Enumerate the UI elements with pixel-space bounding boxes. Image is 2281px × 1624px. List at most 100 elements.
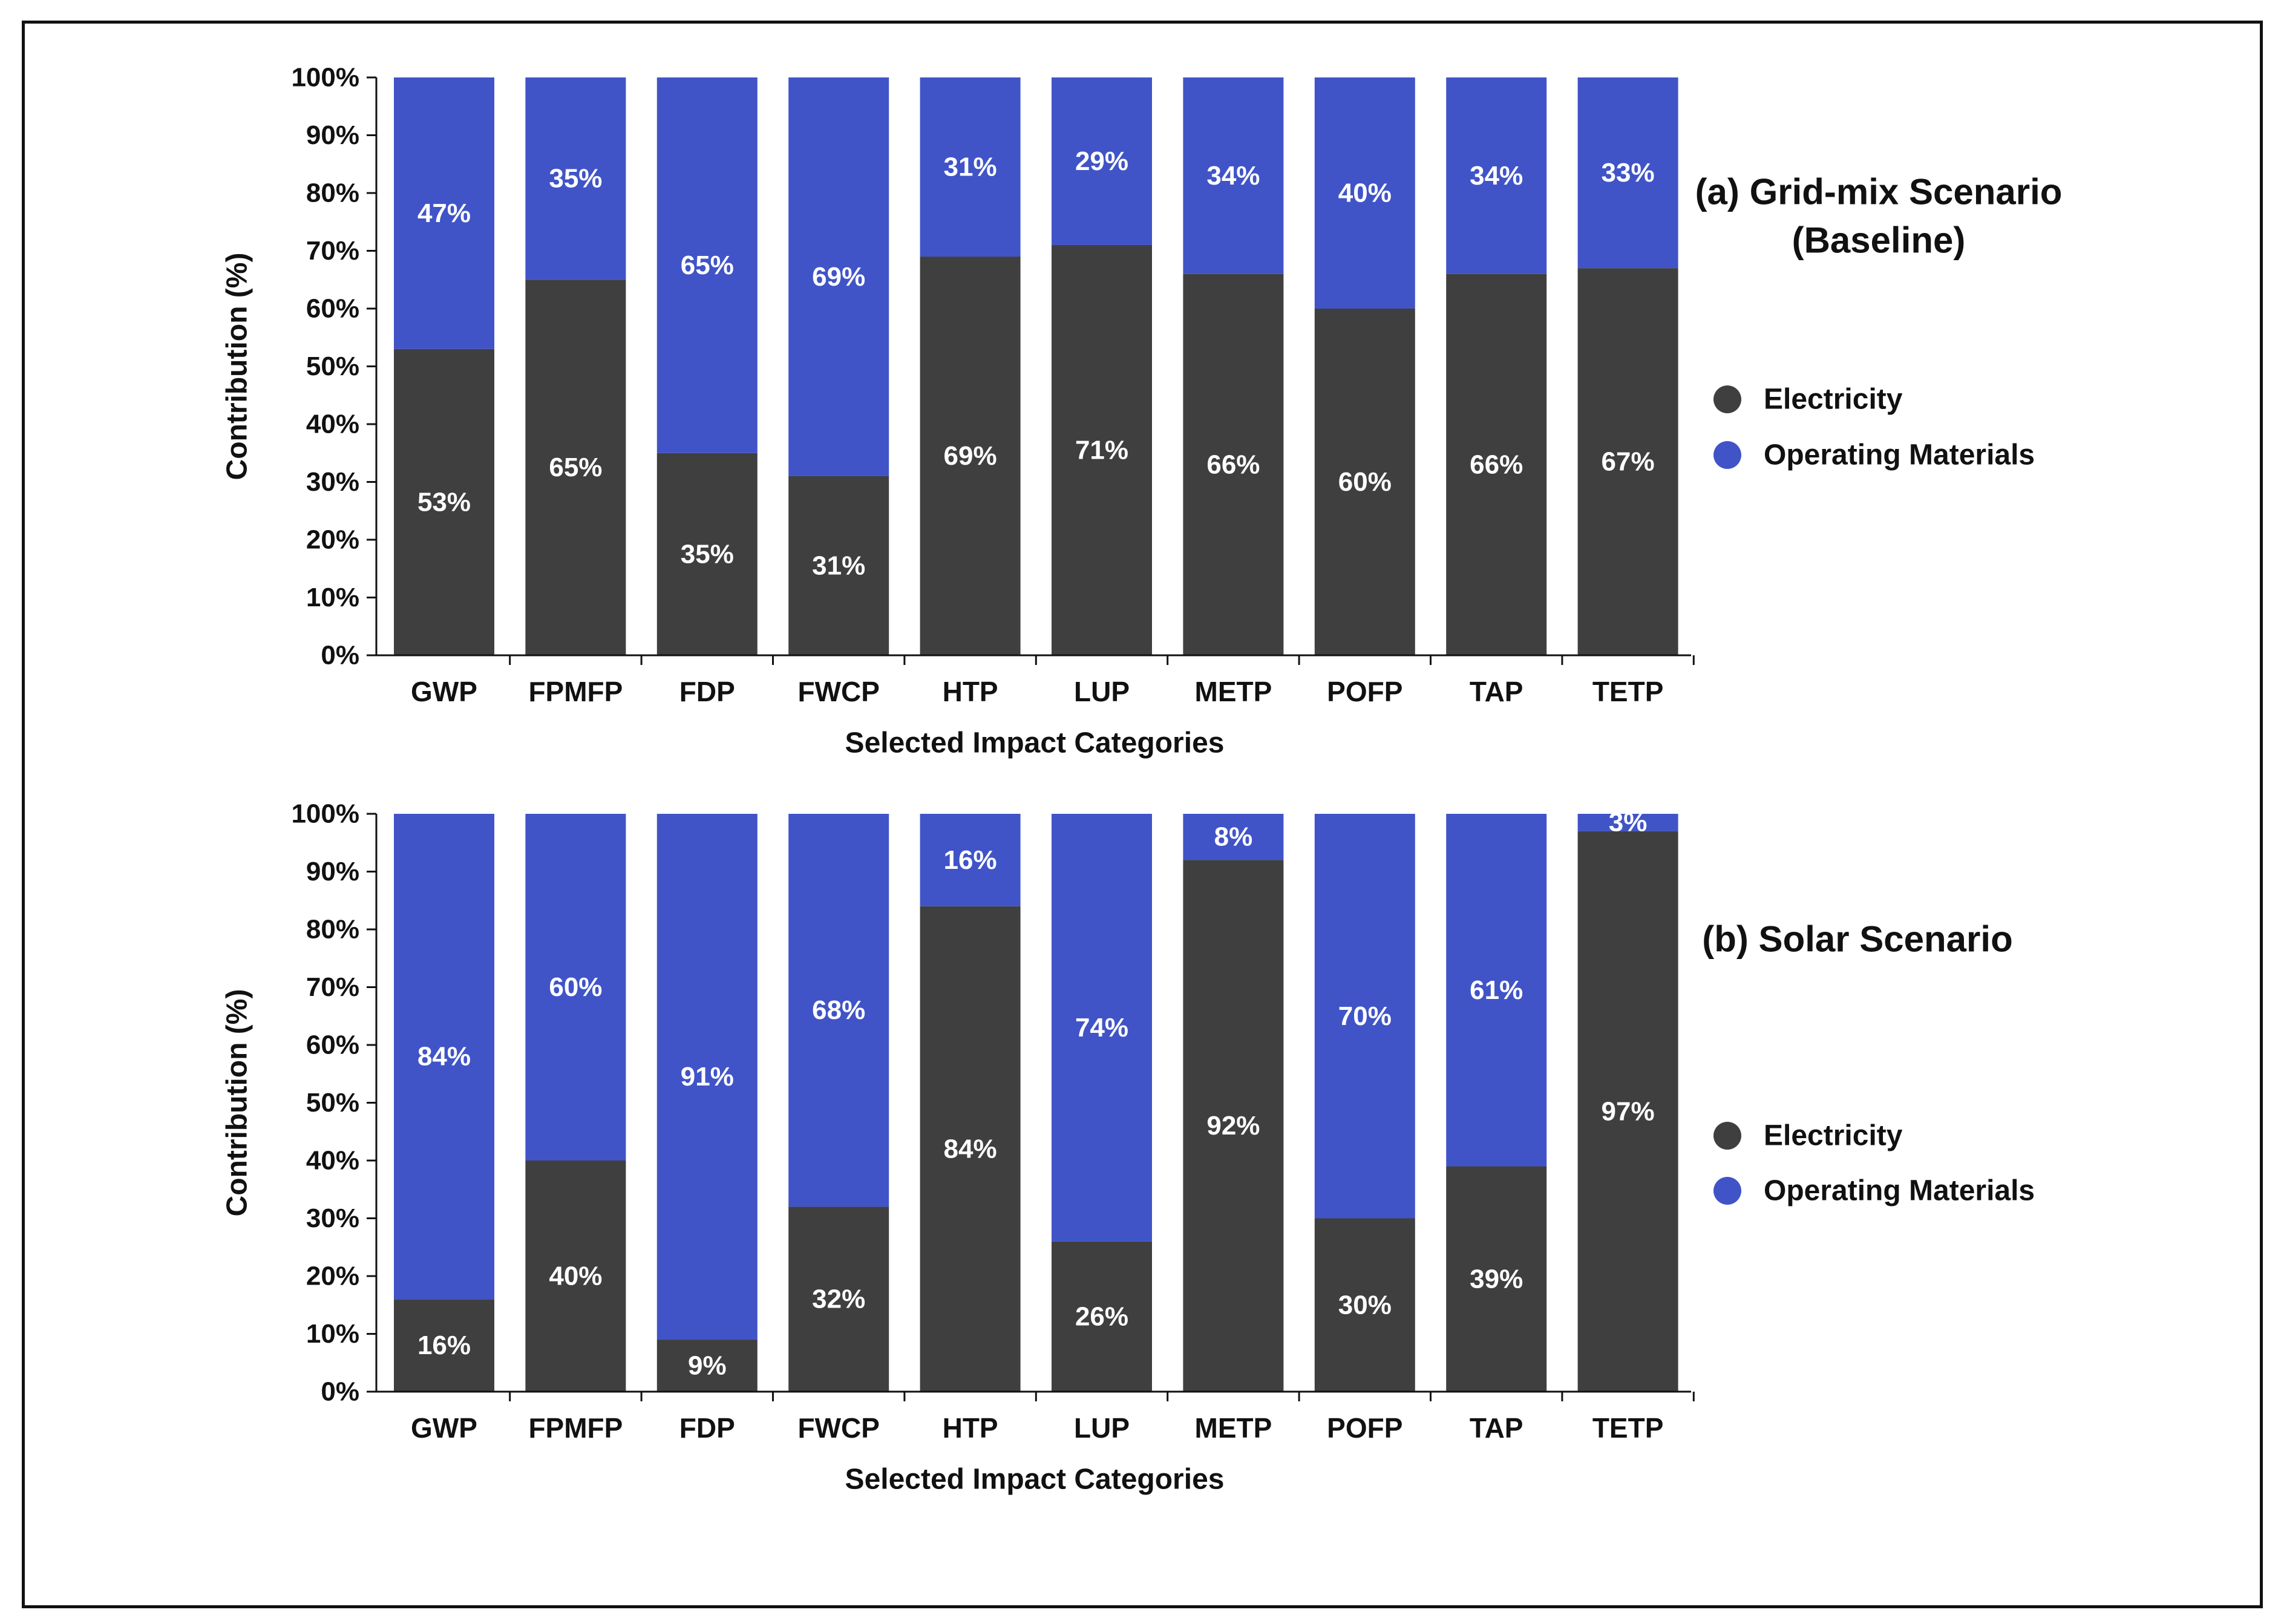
data-label: 9% [688, 1351, 727, 1381]
data-label: 16% [944, 845, 997, 875]
data-label: 91% [681, 1062, 734, 1092]
bar-lup-electricity [1052, 1241, 1152, 1392]
y-axis-title: Contribution (%) [221, 989, 254, 1217]
y-tick-label: 90% [306, 120, 359, 150]
x-tick-label: METP [1195, 676, 1272, 707]
data-label: 84% [417, 1042, 471, 1072]
data-label: 60% [1338, 467, 1392, 497]
data-label: 31% [944, 152, 997, 182]
data-label: 39% [1470, 1264, 1523, 1294]
y-tick-label: 90% [306, 857, 359, 886]
bar-fdp-operating-materials [656, 77, 758, 453]
y-tick-label: 60% [306, 1030, 359, 1060]
data-label: 32% [812, 1285, 865, 1314]
data-label: 74% [1075, 1013, 1128, 1043]
data-label: 40% [1338, 178, 1392, 208]
x-tick-label: HTP [943, 676, 998, 707]
bar-htp-operating-materials [920, 77, 1021, 257]
data-label: 35% [681, 539, 734, 569]
data-label: 3% [1609, 808, 1648, 837]
legend-marker-operating-materials [1713, 441, 1741, 469]
data-label: 66% [1470, 450, 1523, 479]
y-tick-label: 40% [306, 410, 359, 439]
x-tick-label: TAP [1470, 1412, 1523, 1444]
x-tick-label: POFP [1327, 676, 1402, 707]
data-label: 35% [549, 164, 602, 194]
y-tick-label: 80% [306, 915, 359, 945]
data-label: 84% [944, 1134, 997, 1164]
x-axis-title: Selected Impact Categories [845, 727, 1225, 759]
x-tick-label: FDP [679, 676, 735, 707]
data-label: 65% [681, 250, 734, 280]
bar-htp-electricity [920, 906, 1021, 1392]
y-tick-label: 100% [291, 63, 359, 93]
x-tick-label: LUP [1074, 676, 1130, 707]
data-label: 34% [1470, 161, 1523, 191]
legend-label: Electricity [1764, 1120, 1903, 1152]
x-tick-label: TETP [1592, 676, 1664, 707]
x-tick-label: FWCP [797, 676, 879, 707]
x-tick-label: LUP [1074, 1412, 1130, 1444]
legend-label: Operating Materials [1764, 439, 2035, 471]
bar-fwcp-operating-materials [788, 814, 889, 1207]
y-tick-label: 10% [306, 1319, 359, 1349]
x-tick-label: FPMFP [528, 1412, 623, 1444]
data-label: 68% [812, 995, 865, 1025]
data-label: 60% [549, 972, 602, 1002]
data-label: 26% [1075, 1301, 1128, 1331]
bar-fpmfp-operating-materials [525, 77, 626, 280]
legend-label: Operating Materials [1764, 1175, 2035, 1207]
x-axis-title: Selected Impact Categories [845, 1464, 1225, 1496]
bar-fpmfp-operating-materials [525, 814, 626, 1161]
y-tick-label: 10% [306, 583, 359, 612]
data-label: 70% [1338, 1001, 1392, 1031]
bar-fdp-operating-materials [656, 814, 758, 1340]
bar-pofp-electricity [1314, 1218, 1415, 1392]
bar-lup-operating-materials [1052, 77, 1152, 245]
x-tick-label: FDP [679, 1412, 735, 1444]
bar-htp-electricity [920, 257, 1021, 655]
bar-gwp-electricity [394, 349, 494, 655]
y-tick-label: 0% [321, 1377, 359, 1407]
panel-title: (Baseline) [1792, 220, 1966, 261]
y-tick-label: 70% [306, 236, 359, 266]
y-tick-label: 100% [291, 799, 359, 829]
legend-marker-electricity [1713, 1122, 1741, 1150]
y-tick-label: 50% [306, 1088, 359, 1118]
bar-fpmfp-electricity [525, 1161, 626, 1392]
data-label: 47% [417, 198, 471, 228]
data-label: 31% [812, 551, 865, 580]
x-tick-label: HTP [943, 1412, 998, 1444]
data-label: 67% [1602, 447, 1655, 477]
bar-fdp-electricity [656, 1340, 758, 1392]
y-tick-label: 20% [306, 1262, 359, 1291]
x-tick-label: GWP [411, 1412, 477, 1444]
bar-fpmfp-electricity [525, 280, 626, 655]
data-label: 29% [1075, 146, 1128, 176]
data-label: 69% [812, 262, 865, 292]
y-tick-label: 70% [306, 972, 359, 1002]
x-tick-label: POFP [1327, 1412, 1402, 1444]
y-tick-label: 20% [306, 525, 359, 555]
bar-tetp-electricity [1577, 831, 1678, 1392]
y-tick-label: 30% [306, 1203, 359, 1233]
panel-a-grid-mix: 53% 47% GWP 65% 35% FPMFP 35% 65% FDP 31% 69% FWCP 6… [221, 63, 2063, 759]
bar-htp-operating-materials [920, 814, 1021, 906]
panel-title: (a) Grid-mix Scenario [1695, 172, 2063, 212]
bar-tap-operating-materials [1446, 77, 1547, 274]
data-label: 8% [1214, 822, 1253, 852]
bar-tap-operating-materials [1446, 814, 1547, 1167]
legend-label: Electricity [1764, 384, 1903, 416]
data-label: 30% [1338, 1290, 1392, 1320]
legend-marker-operating-materials [1713, 1177, 1741, 1205]
bar-metp-operating-materials [1183, 814, 1284, 860]
x-tick-label: FWCP [797, 1412, 879, 1444]
data-label: 97% [1602, 1096, 1655, 1126]
bar-lup-operating-materials [1052, 814, 1152, 1242]
x-tick-label: GWP [411, 676, 477, 707]
bar-tap-electricity [1446, 273, 1547, 655]
bar-pofp-electricity [1314, 309, 1415, 655]
data-label: 16% [417, 1331, 471, 1360]
bar-fdp-electricity [656, 453, 758, 655]
